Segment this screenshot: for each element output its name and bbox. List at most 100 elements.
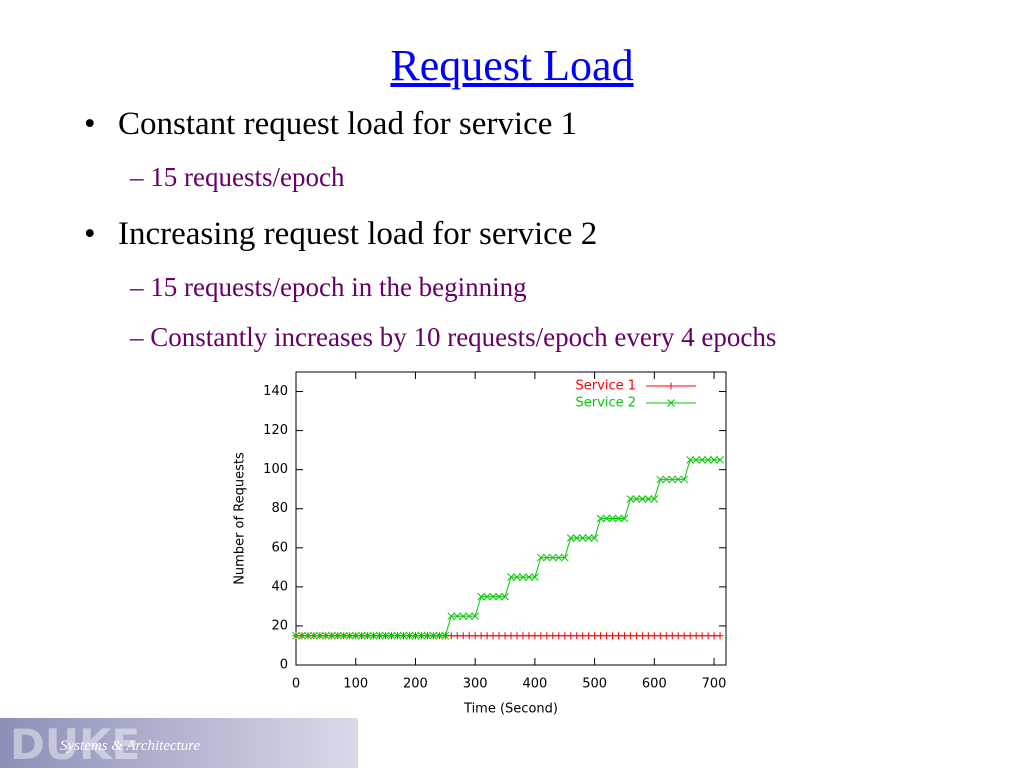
y-tick-label: 120	[263, 423, 288, 438]
marker	[620, 632, 628, 640]
marker	[513, 632, 521, 640]
marker	[567, 632, 575, 640]
marker	[369, 631, 378, 640]
y-tick-label: 0	[280, 658, 288, 673]
marker	[656, 632, 664, 640]
marker	[626, 632, 634, 640]
marker	[501, 592, 509, 601]
marker	[662, 632, 670, 640]
marker	[453, 612, 462, 621]
marker	[560, 553, 569, 562]
marker	[459, 632, 467, 640]
marker	[668, 632, 676, 640]
y-tick-label: 60	[271, 540, 288, 555]
marker	[351, 631, 360, 640]
marker	[465, 612, 474, 621]
marker	[603, 632, 611, 640]
marker	[393, 631, 402, 640]
marker	[650, 495, 659, 503]
marker	[531, 632, 539, 640]
marker	[573, 632, 581, 640]
marker	[519, 632, 527, 640]
marker	[614, 514, 623, 523]
marker	[698, 456, 706, 464]
x-tick-label: 0	[292, 677, 300, 692]
marker	[411, 631, 420, 640]
marker	[632, 632, 640, 640]
marker	[543, 632, 551, 640]
marker	[327, 631, 336, 640]
marker	[680, 475, 689, 484]
legend-label: Service 1	[576, 379, 636, 394]
marker	[704, 456, 712, 464]
marker	[561, 632, 569, 640]
marker	[477, 632, 485, 640]
marker	[465, 632, 473, 640]
marker	[579, 632, 587, 640]
y-tick-label: 40	[271, 579, 288, 594]
marker	[578, 534, 587, 542]
marker	[554, 553, 563, 562]
marker	[716, 632, 724, 640]
marker	[555, 632, 563, 640]
bullet-text: Constant request load for service 1	[118, 106, 578, 142]
marker	[542, 553, 551, 562]
marker	[662, 475, 671, 484]
marker	[590, 534, 599, 542]
marker	[471, 632, 479, 640]
marker	[716, 456, 724, 464]
x-tick-label: 200	[403, 677, 428, 692]
marker	[674, 632, 682, 640]
marker	[459, 612, 468, 621]
marker	[387, 631, 396, 640]
marker	[381, 631, 390, 640]
y-axis-label: Number of Requests	[233, 452, 248, 585]
marker	[471, 612, 480, 621]
marker	[304, 631, 312, 640]
x-axis-label: Time (Second)	[463, 702, 558, 717]
marker	[692, 632, 700, 640]
marker	[674, 475, 683, 484]
marker	[447, 612, 456, 621]
sub-bullet: – 15 requests/epoch	[130, 162, 345, 192]
marker	[686, 456, 695, 464]
marker	[698, 632, 706, 640]
x-tick-label: 600	[642, 677, 667, 692]
y-tick-label: 140	[263, 384, 288, 399]
marker	[704, 632, 712, 640]
marker	[609, 632, 617, 640]
marker	[363, 631, 372, 640]
marker	[519, 573, 527, 581]
marker	[495, 632, 503, 640]
marker	[668, 475, 677, 484]
series-line	[296, 459, 721, 637]
marker	[339, 631, 348, 640]
footer-text: Systems & Architecture	[60, 738, 201, 754]
legend-marker	[667, 382, 675, 390]
marker	[632, 495, 641, 503]
marker	[620, 514, 629, 523]
sub-bullet-text: 15 requests/epoch in the beginning	[150, 272, 527, 302]
marker	[333, 631, 342, 640]
sub-bullet: – 15 requests/epoch in the beginning	[130, 272, 527, 302]
marker	[453, 632, 461, 640]
marker	[525, 632, 533, 640]
sub-bullet-text: 15 requests/epoch	[150, 162, 345, 192]
marker	[495, 592, 503, 601]
y-tick-label: 100	[263, 462, 288, 477]
sub-bullet: – Constantly increases by 10 requests/ep…	[130, 322, 777, 352]
x-tick-label: 300	[463, 677, 488, 692]
x-tick-label: 500	[582, 677, 607, 692]
marker	[477, 592, 485, 601]
marker	[357, 631, 366, 640]
marker	[548, 553, 557, 562]
marker	[710, 632, 718, 640]
marker	[585, 632, 593, 640]
marker	[525, 573, 533, 581]
marker	[483, 592, 491, 601]
marker	[417, 631, 426, 640]
legend-marker	[667, 399, 675, 407]
marker	[572, 534, 581, 542]
marker	[489, 592, 497, 601]
